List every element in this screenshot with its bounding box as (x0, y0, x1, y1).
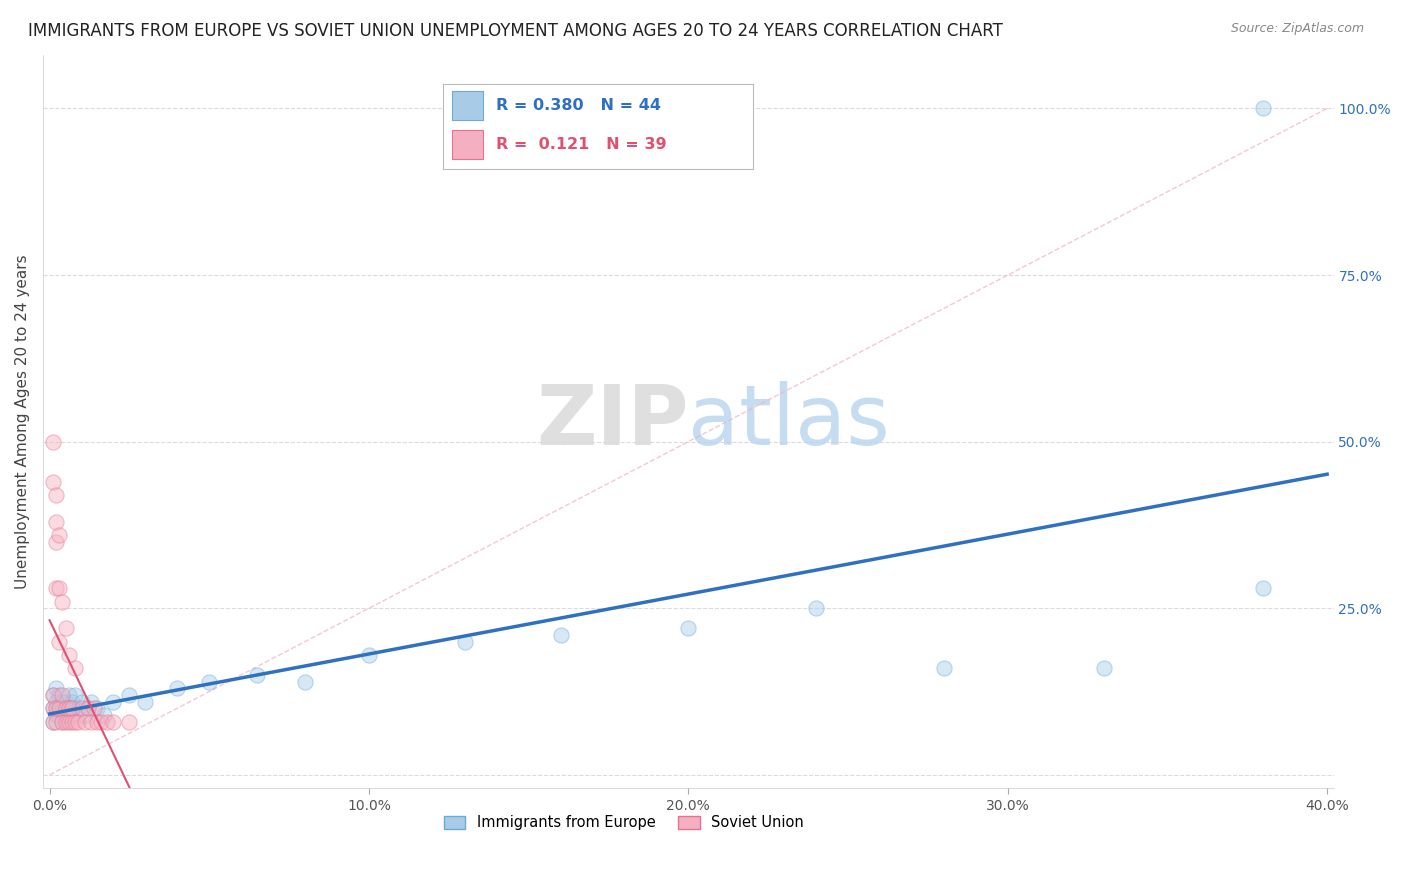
Point (58, 648, 80, 662)
Point (63, 688, 86, 702)
Point (1251, 102, 1274, 116)
Point (45, 581, 67, 595)
Point (51, 714, 73, 729)
Point (45, 714, 67, 729)
Point (93, 707, 115, 722)
Point (86, 714, 108, 729)
Point (454, 634, 477, 648)
Point (294, 674, 316, 689)
Point (678, 621, 700, 635)
Point (58, 701, 80, 715)
Point (77, 701, 100, 715)
Point (42, 688, 65, 702)
Point (42, 714, 65, 729)
Point (55, 714, 77, 729)
Point (60, 707, 83, 722)
Point (55, 621, 77, 635)
Point (70, 694, 93, 708)
Point (45, 694, 67, 708)
Point (51, 688, 73, 702)
Point (58, 688, 80, 702)
Point (42, 688, 65, 702)
Point (1251, 581, 1274, 595)
Point (55, 707, 77, 722)
Point (118, 688, 141, 702)
Point (60, 701, 83, 715)
Point (48, 634, 70, 648)
Point (51, 694, 73, 708)
Text: IMMIGRANTS FROM EUROPE VS SOVIET UNION UNEMPLOYMENT AMONG AGES 20 TO 24 YEARS CO: IMMIGRANTS FROM EUROPE VS SOVIET UNION U… (28, 22, 1002, 40)
Point (67, 714, 90, 729)
Point (77, 701, 100, 715)
Point (42, 701, 65, 715)
Point (51, 594, 73, 608)
Point (86, 701, 108, 715)
Point (60, 714, 83, 729)
Point (80, 714, 103, 729)
Point (42, 475, 65, 489)
Point (63, 701, 86, 715)
Point (67, 701, 90, 715)
Point (550, 628, 572, 642)
Point (96, 714, 118, 729)
Point (80, 694, 103, 708)
Point (42, 714, 65, 729)
Point (1092, 661, 1115, 675)
Point (804, 601, 827, 615)
Point (45, 701, 67, 715)
Text: Source: ZipAtlas.com: Source: ZipAtlas.com (1230, 22, 1364, 36)
Point (63, 714, 86, 729)
Point (166, 681, 188, 696)
Point (48, 528, 70, 542)
Text: ZIP: ZIP (536, 381, 689, 462)
Y-axis label: Unemployment Among Ages 20 to 24 years: Unemployment Among Ages 20 to 24 years (15, 254, 30, 589)
Point (103, 714, 125, 729)
Point (198, 674, 221, 689)
Point (42, 434, 65, 449)
Point (45, 515, 67, 529)
Legend: Immigrants from Europe, Soviet Union: Immigrants from Europe, Soviet Union (437, 809, 810, 836)
Point (45, 534, 67, 549)
Point (45, 488, 67, 502)
Point (70, 701, 93, 715)
Point (45, 707, 67, 722)
Point (58, 714, 80, 729)
Text: atlas: atlas (689, 381, 890, 462)
Point (51, 714, 73, 729)
Point (55, 694, 77, 708)
Point (357, 648, 380, 662)
Point (48, 707, 70, 722)
Point (103, 694, 125, 708)
Point (48, 701, 70, 715)
Point (134, 694, 156, 708)
Point (63, 661, 86, 675)
Point (73, 707, 96, 722)
Point (55, 701, 77, 715)
Point (60, 694, 83, 708)
Point (51, 701, 73, 715)
Point (118, 714, 141, 729)
Point (42, 701, 65, 715)
Point (83, 701, 105, 715)
Point (45, 701, 67, 715)
Point (45, 681, 67, 696)
Point (48, 688, 70, 702)
Point (932, 661, 955, 675)
Point (90, 714, 112, 729)
Point (48, 701, 70, 715)
Point (58, 701, 80, 715)
Point (48, 581, 70, 595)
Point (73, 714, 96, 729)
Point (55, 701, 77, 715)
Point (246, 668, 269, 682)
